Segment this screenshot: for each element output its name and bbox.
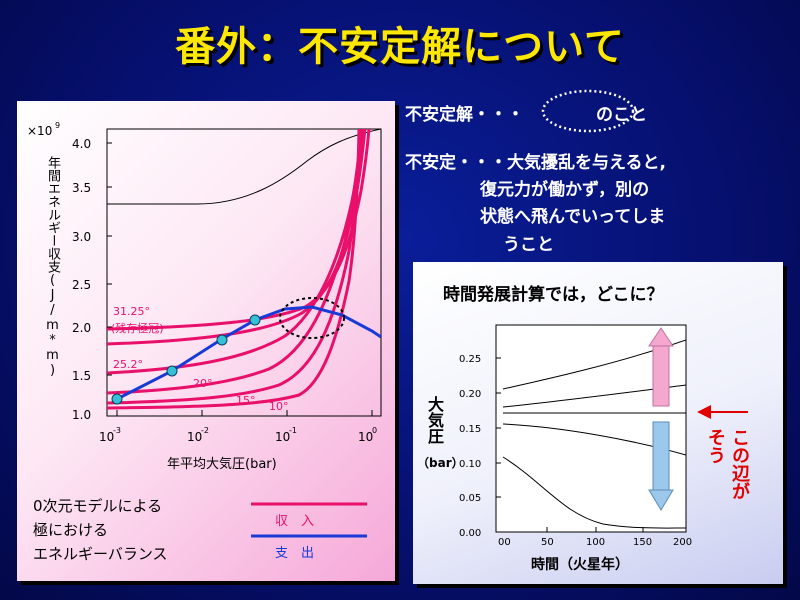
intersection-point — [166, 365, 178, 377]
black-curve-upper — [107, 129, 381, 205]
y-multiplier-exp: 9 — [55, 121, 60, 130]
x-tick-label: 150 — [633, 537, 652, 548]
definition-line-1-suffix: のこと — [596, 105, 647, 125]
y-tick-label: 2.5 — [72, 278, 91, 292]
income-curve-outer — [107, 129, 371, 331]
x-tick-label: 100 — [586, 537, 605, 548]
y-tick-label: 3.0 — [72, 230, 91, 244]
x-tick-label-exp: -1 — [289, 426, 297, 435]
curve-label-polar-cap: (残存極冠) — [111, 321, 164, 335]
y-tick-label: 0.05 — [459, 493, 481, 504]
intersection-point — [111, 393, 123, 405]
dotted-ellipse-icon — [541, 89, 635, 133]
y-tick-label: 0.20 — [459, 389, 481, 400]
time-evolution-chart: 0.25 0.20 0.15 0.10 0.05 0.00 00 50 100 … — [459, 324, 748, 548]
y-multiplier: ×10 — [27, 124, 52, 138]
curve-label-25: 25.2° — [113, 358, 143, 371]
legend-income-label: 収 入 — [275, 514, 314, 529]
slide-title: 番外：不安定解について — [175, 24, 625, 70]
curve-label-10: 10° — [269, 400, 289, 413]
x-axis-label: 時間（火星年） — [531, 557, 629, 573]
curve-label-20: 20° — [193, 377, 213, 390]
time-evolution-panel: 時間発展計算では，どこに？ 0.25 0.20 0.15 0.10 0.05 0… — [413, 262, 783, 584]
y-tick-label: 0.10 — [459, 459, 481, 470]
diverge-down-arrow — [648, 421, 674, 511]
definition-line-5: うこと — [503, 235, 554, 255]
diverge-up-arrow — [648, 327, 674, 407]
y-axis-label: 年間エネルギー収支(J/m*m) — [45, 156, 60, 378]
unstable-region-ellipse — [279, 297, 345, 339]
x-tick-label: 50 — [541, 537, 554, 548]
definition-line-4: 状態へ飛んでいってしま — [480, 207, 666, 227]
income-curve-15 — [107, 129, 362, 405]
x-tick-label-exp: -3 — [113, 426, 121, 435]
curve-label-31: 31.25° — [113, 305, 150, 318]
y-tick-label: 2.0 — [72, 321, 91, 335]
curve-label-15: 15° — [236, 394, 256, 407]
x-tick-label-base: 10 — [358, 430, 373, 444]
tick-marks — [107, 142, 373, 416]
y-tick-label: 3.5 — [72, 181, 91, 195]
annotation-text-2: そう — [705, 428, 726, 464]
y-axis-unit: （bar） — [417, 456, 464, 470]
definition-line-2: 不安定・・・大気擾乱を与えると, — [405, 153, 666, 173]
x-tick-label-exp: 0 — [372, 426, 377, 435]
x-tick-label-base: 10 — [187, 430, 202, 444]
caption-line: エネルギーバランス — [33, 545, 168, 563]
intersection-point — [216, 334, 228, 346]
time-evolution-title: 時間発展計算では，どこに？ — [443, 285, 664, 305]
energy-balance-chart: ×10 9 4.0 3.5 3.0 2.5 2.0 1.5 1.0 — [27, 121, 382, 563]
y-tick-label: 1.0 — [72, 408, 91, 422]
x-axis-label: 年平均大気圧(bar) — [167, 456, 277, 472]
caption-line: 0次元モデルによる — [33, 497, 162, 515]
x-tick-label-exp: -2 — [201, 426, 209, 435]
x-tick-label-base: 10 — [99, 430, 114, 444]
y-tick-label: 0.25 — [459, 354, 481, 365]
x-tick-label: 00 — [498, 537, 511, 548]
y-axis-label: 大気圧 — [425, 396, 444, 444]
definition-line-1-prefix: 不安定解・・・ — [405, 105, 524, 125]
y-tick-label: 1.5 — [72, 369, 91, 383]
y-tick-label: 0.00 — [459, 528, 481, 539]
plot-frame — [106, 128, 382, 417]
x-tick-label-base: 10 — [275, 430, 290, 444]
y-tick-label: 4.0 — [72, 137, 91, 151]
annotation-text-1: この辺が — [729, 428, 750, 500]
annotation-arrow-icon — [697, 405, 748, 419]
pressure-trajectory-5 — [502, 456, 686, 529]
definition-line-3: 復元力が働かず，別の — [480, 180, 650, 200]
income-curve-10 — [107, 129, 361, 410]
y-tick-label: 0.15 — [459, 424, 481, 435]
caption-line: 極における — [33, 521, 108, 539]
legend-expense-label: 支 出 — [275, 546, 314, 561]
energy-balance-panel: ×10 9 4.0 3.5 3.0 2.5 2.0 1.5 1.0 — [17, 101, 395, 581]
income-curve-20 — [107, 129, 363, 395]
expense-curve — [116, 305, 381, 401]
x-tick-label: 200 — [673, 537, 692, 548]
intersection-point — [249, 314, 261, 326]
